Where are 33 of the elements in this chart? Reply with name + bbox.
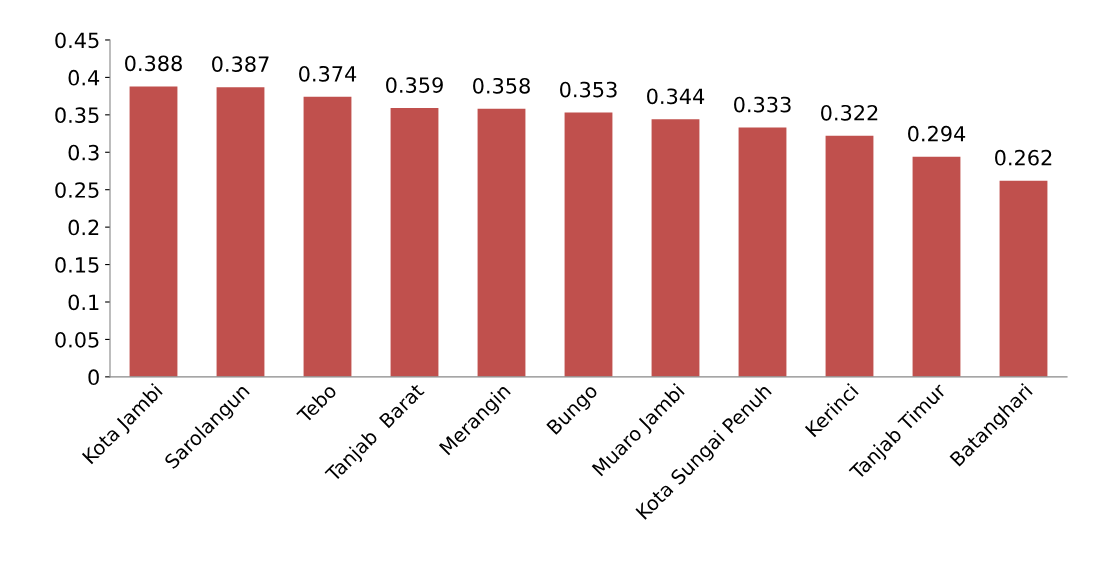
data-label: 0.262 [995, 149, 1052, 166]
data-label: 0.333 [734, 96, 791, 113]
bar [912, 156, 961, 377]
bar [738, 127, 787, 377]
y-tick-label: 0.3 [68, 144, 99, 161]
bar [825, 135, 874, 377]
bar [477, 108, 526, 377]
data-label: 0.359 [386, 77, 443, 93]
bar [390, 108, 439, 377]
data-label: 0.353 [560, 81, 617, 98]
data-label: 0.344 [647, 88, 705, 105]
bar [651, 119, 700, 377]
bar [303, 96, 352, 377]
y-tick-label: 0 [88, 369, 99, 386]
bar [129, 86, 178, 377]
y-tick-label: 0.1 [68, 294, 99, 311]
bar [999, 180, 1048, 377]
y-tick-label: 0.25 [55, 182, 99, 198]
y-tick-label: 0.35 [55, 107, 99, 124]
y-tick-label: 0.05 [55, 331, 99, 348]
data-label: 0.294 [908, 125, 966, 142]
data-label: 0.388 [125, 55, 182, 72]
x-tick-label: Tebo [295, 382, 338, 425]
bar [216, 87, 265, 377]
y-tick-label: 0.45 [55, 32, 99, 49]
y-tick-label: 0.2 [68, 219, 99, 236]
data-label: 0.322 [821, 104, 878, 121]
y-tick-label: 0.15 [55, 257, 99, 273]
bar [564, 112, 613, 377]
data-label: 0.374 [299, 65, 357, 82]
data-label: 0.358 [473, 77, 530, 94]
y-tick-label: 0.4 [68, 69, 100, 86]
data-label: 0.387 [212, 56, 269, 72]
